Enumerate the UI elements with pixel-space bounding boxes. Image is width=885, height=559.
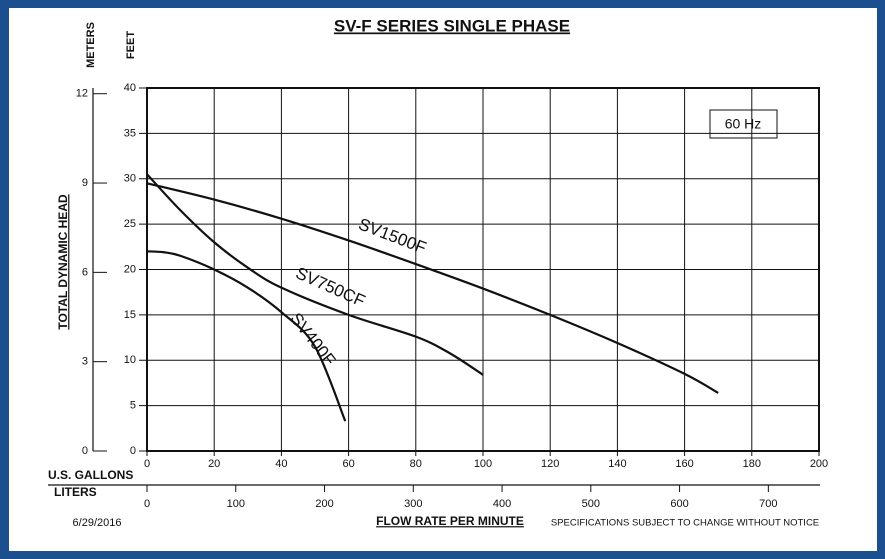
x-tick-label: 80 — [410, 458, 422, 470]
x2-tick-label: 600 — [670, 498, 688, 510]
y2-tick-label: 0 — [82, 445, 88, 457]
curve — [146, 250, 347, 422]
x2-tick-label: 0 — [144, 498, 150, 510]
x-tick-label: 0 — [144, 458, 150, 470]
x2-tick-label: 500 — [582, 498, 600, 510]
chart-title: SV-F SERIES SINGLE PHASE — [334, 16, 570, 35]
curve — [146, 173, 484, 376]
y-tick-label: 15 — [124, 309, 136, 321]
x2-tick-label: 200 — [315, 498, 333, 510]
y2-unit: METERS — [85, 22, 97, 68]
x2-tick-label: 700 — [759, 498, 777, 510]
y-tick-label: 0 — [130, 445, 136, 457]
x-tick-label: 60 — [342, 458, 354, 470]
y-tick-label: 30 — [124, 173, 136, 185]
x-tick-label: 140 — [608, 458, 626, 470]
x-tick-label: 180 — [743, 458, 761, 470]
x-tick-label: 160 — [675, 458, 693, 470]
frequency: 60 Hz — [725, 116, 762, 132]
x-unit: U.S. GALLONS — [48, 468, 133, 482]
y-tick-label: 10 — [124, 354, 136, 366]
y-unit: FEET — [125, 31, 137, 59]
note: SPECIFICATIONS SUBJECT TO CHANGE WITHOUT… — [551, 518, 819, 529]
panel — [9, 8, 877, 551]
x-tick-label: 20 — [208, 458, 220, 470]
x-tick-label: 200 — [810, 458, 828, 470]
plot-frame — [146, 87, 820, 452]
y-tick-label: 25 — [124, 218, 136, 230]
x-tick-label: 100 — [474, 458, 492, 470]
y2-tick-label: 12 — [76, 88, 88, 100]
x-tick-label: 40 — [275, 458, 287, 470]
y-tick-label: 40 — [124, 82, 136, 94]
y-tick-label: 5 — [130, 400, 136, 412]
y-axis-title: TOTAL DYNAMIC HEAD — [56, 194, 70, 330]
x2-tick-label: 100 — [227, 498, 245, 510]
y2-tick-label: 9 — [82, 177, 88, 189]
date: 6/29/2016 — [73, 517, 122, 529]
x-tick-label: 120 — [541, 458, 559, 470]
y2-tick-label: 6 — [82, 266, 88, 278]
curve — [146, 182, 719, 394]
x2-tick-label: 300 — [404, 498, 422, 510]
y-tick-label: 20 — [124, 263, 136, 275]
x2-tick-label: 400 — [493, 498, 511, 510]
x2-unit: LITERS — [54, 485, 97, 499]
y-tick-label: 35 — [124, 127, 136, 139]
y2-tick-label: 3 — [82, 356, 88, 368]
x-axis-title: FLOW RATE PER MINUTE — [376, 514, 524, 528]
